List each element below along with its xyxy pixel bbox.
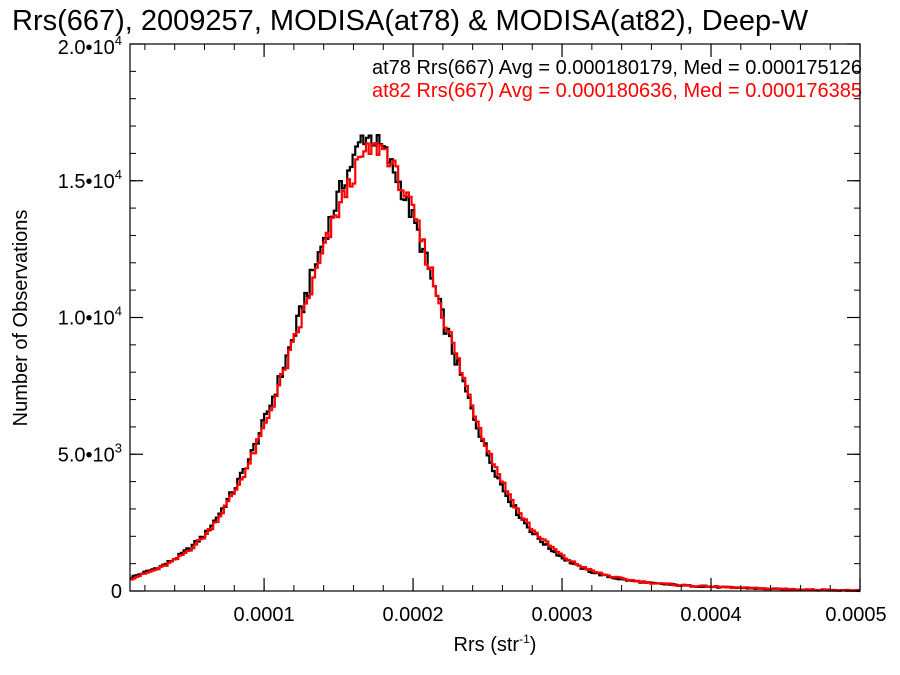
y-tick-label-main: 1.5•10 <box>58 171 115 193</box>
y-tick-label-exponent: 4 <box>115 167 122 182</box>
y-tick-label-main: 5.0•10 <box>58 444 115 466</box>
y-tick-label: 1.0•104 <box>58 304 122 330</box>
legend-entry-at78: at78 Rrs(667) Avg = 0.000180179, Med = 0… <box>372 57 862 79</box>
legend-entry-at82: at82 Rrs(667) Avg = 0.000180636, Med = 0… <box>372 80 862 102</box>
y-tick-label-main: 1.0•10 <box>58 308 115 330</box>
x-tick-label: 0.0004 <box>680 604 741 626</box>
chart-title: Rrs(667), 2009257, MODISA(at78) & MODISA… <box>12 5 809 37</box>
x-axis-label: Rrs (str-1) <box>454 632 537 656</box>
x-axis: 0.0001 0.0002 0.0003 0.0004 0.0005 <box>144 44 887 626</box>
y-tick-label-exponent: 3 <box>115 440 122 455</box>
y-tick-label-exponent: 4 <box>115 33 122 48</box>
x-tick-label: 0.0003 <box>531 604 592 626</box>
y-tick-label-main: 0 <box>111 581 122 603</box>
y-tick-label: 2.0•104 <box>58 33 122 59</box>
series-line-1 <box>130 142 861 592</box>
series-line-0 <box>130 134 861 593</box>
y-axis-label: Number of Observations <box>10 210 32 427</box>
x-tick-label: 0.0005 <box>825 604 886 626</box>
plot-frame <box>129 43 861 592</box>
x-axis-label-main: Rrs (str <box>454 634 520 656</box>
y-tick-label-main: 2.0•10 <box>58 37 115 59</box>
series-layer <box>130 134 861 593</box>
x-tick-label: 0.0002 <box>382 604 443 626</box>
y-tick-label-exponent: 4 <box>115 304 122 319</box>
y-tick-label: 0 <box>111 581 122 603</box>
y-tick-label: 1.5•104 <box>58 167 122 193</box>
y-tick-label: 5.0•103 <box>58 440 122 466</box>
x-axis-label-superscript: -1 <box>519 632 530 646</box>
x-axis-label-end: ) <box>530 634 537 656</box>
x-tick-label: 0.0001 <box>233 604 294 626</box>
